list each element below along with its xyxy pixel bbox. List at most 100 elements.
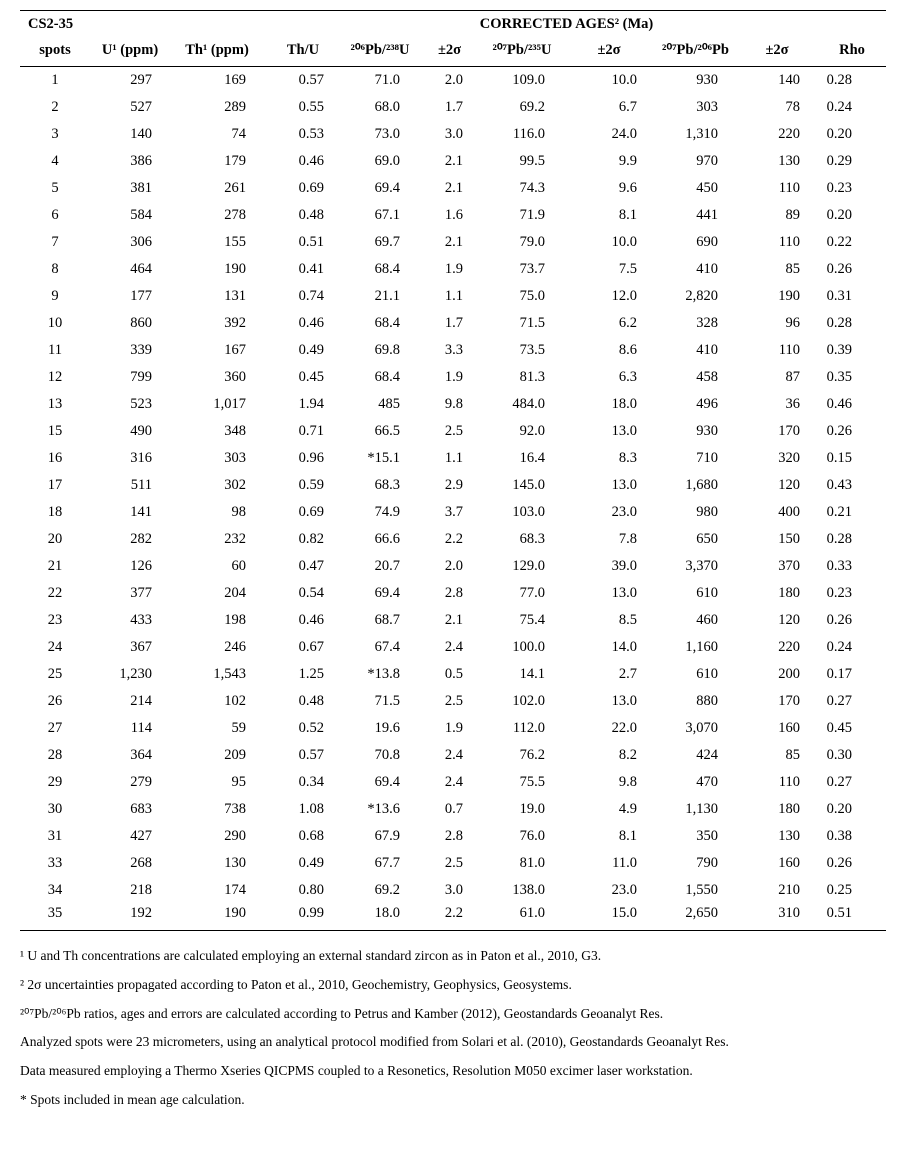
cell-rho: 0.35	[826, 368, 853, 385]
col-header-2sigma-a: ±2σ	[418, 38, 481, 67]
table-row: 27 114 59 0.52 19.6 1.9 112.0 22.0 3,070…	[20, 715, 886, 742]
cell-th-u: 1.94	[298, 395, 324, 412]
cell-pb206-u238-age: *13.6	[367, 800, 400, 817]
table-row: 28 364 209 0.57 70.8 2.4 76.2 8.2 424 85…	[20, 742, 886, 769]
cell-th-ppm: 190	[170, 903, 264, 931]
cell-spot: 35	[20, 903, 90, 931]
cell-th-ppm: 261	[224, 179, 246, 196]
cell-th-ppm: 167	[224, 341, 246, 358]
cell-pb207-u235-age: 129.0	[512, 557, 545, 574]
cell-pb207-pb206-age: 3,070	[685, 719, 718, 736]
cell-2sigma-c: 110	[778, 773, 800, 790]
cell-pb206-u238-age: 18.0	[342, 903, 418, 931]
cell-pb207-u235-age: 116.0	[512, 125, 545, 142]
cell-spot: 15	[47, 422, 63, 439]
cell-th-ppm: 204	[224, 584, 246, 601]
cell-2sigma-a: 2.1	[444, 152, 463, 169]
cell-pb207-pb206-age: 3,370	[685, 557, 718, 574]
cell-pb206-u238-age: *15.1	[367, 449, 400, 466]
cell-2sigma-c: 220	[778, 125, 800, 142]
cell-2sigma-a: 2.5	[444, 422, 463, 439]
table-row: 3 140 74 0.53 73.0 3.0 116.0 24.0 1,310 …	[20, 121, 886, 148]
cell-spot: 26	[47, 692, 63, 709]
cell-spot: 18	[47, 503, 63, 520]
cell-2sigma-c: 78	[785, 98, 801, 115]
cell-pb207-u235-age: 81.0	[519, 854, 545, 871]
cell-th-u: 0.69	[298, 179, 324, 196]
cell-spot: 8	[51, 260, 59, 277]
cell-pb207-u235-age: 74.3	[519, 179, 545, 196]
cell-pb207-pb206-age: 650	[696, 530, 718, 547]
cell-2sigma-a: 2.2	[418, 903, 481, 931]
table-row: 5 381 261 0.69 69.4 2.1 74.3 9.6 450 110…	[20, 175, 886, 202]
cell-th-ppm: 60	[231, 557, 247, 574]
cell-u-ppm: 114	[130, 719, 152, 736]
cell-2sigma-a: 2.1	[444, 179, 463, 196]
cell-rho: 0.22	[826, 233, 853, 250]
cell-th-ppm: 246	[224, 638, 246, 655]
cell-pb207-u235-age: 484.0	[512, 395, 545, 412]
cell-2sigma-c: 200	[778, 665, 800, 682]
cell-th-ppm: 289	[224, 98, 246, 115]
cell-rho: 0.29	[826, 152, 853, 169]
cell-th-ppm: 1,017	[213, 395, 246, 412]
cell-2sigma-c: 210	[778, 881, 800, 898]
cell-2sigma-a: 9.8	[444, 395, 463, 412]
header-row-top: CS2-35 CORRECTED AGES² (Ma)	[20, 11, 886, 39]
cell-u-ppm: 192	[90, 903, 170, 931]
cell-rho: 0.26	[826, 260, 853, 277]
cell-2sigma-a: 1.9	[444, 719, 463, 736]
cell-2sigma-b: 8.3	[618, 449, 637, 466]
cell-pb207-pb206-age: 450	[696, 179, 718, 196]
cell-2sigma-a: 1.1	[444, 287, 463, 304]
cell-th-u: 0.41	[298, 260, 324, 277]
footnote: ²⁰⁷Pb/²⁰⁶Pb ratios, ages and errors are …	[20, 1005, 664, 1021]
cell-rho: 0.24	[826, 98, 853, 115]
cell-pb206-u238-age: 67.4	[374, 638, 400, 655]
cell-th-ppm: 74	[231, 125, 247, 142]
table-body: 1 297 169 0.57 71.0 2.0 109.0 10.0 930 1…	[20, 67, 887, 931]
cell-u-ppm: 523	[130, 395, 152, 412]
cell-pb207-u235-age: 138.0	[512, 881, 545, 898]
cell-pb207-u235-age: 76.2	[519, 746, 545, 763]
cell-th-u: 0.69	[298, 503, 324, 520]
cell-u-ppm: 214	[130, 692, 152, 709]
cell-2sigma-a: 1.9	[444, 368, 463, 385]
cell-2sigma-b: 12.0	[611, 287, 637, 304]
cell-2sigma-b: 8.6	[618, 341, 637, 358]
cell-2sigma-b: 13.0	[611, 422, 637, 439]
cell-rho: 0.26	[826, 611, 853, 628]
cell-spot: 20	[47, 530, 63, 547]
cell-2sigma-b: 13.0	[611, 692, 637, 709]
cell-spot: 17	[47, 476, 63, 493]
cell-pb207-u235-age: 76.0	[519, 827, 545, 844]
cell-u-ppm: 433	[130, 611, 152, 628]
cell-pb207-u235-age: 75.5	[519, 773, 545, 790]
cell-pb206-u238-age: 69.7	[374, 233, 400, 250]
cell-2sigma-b: 8.2	[618, 746, 637, 763]
cell-pb207-u235-age: 71.5	[519, 314, 545, 331]
cell-pb206-u238-age: 485	[378, 395, 400, 412]
cell-2sigma-c: 140	[778, 71, 800, 88]
cell-2sigma-c: 150	[778, 530, 800, 547]
cell-pb206-u238-age: 69.2	[374, 881, 400, 898]
cell-pb206-u238-age: 68.0	[374, 98, 400, 115]
cell-pb207-u235-age: 16.4	[519, 449, 545, 466]
col-header-pb207-u235: ²⁰⁷Pb/²³⁵U	[481, 38, 563, 67]
cell-pb207-u235-age: 71.9	[519, 206, 545, 223]
cell-2sigma-c: 110	[778, 341, 800, 358]
cell-pb206-u238-age: 69.4	[374, 179, 400, 196]
cell-rho: 0.39	[826, 341, 853, 358]
cell-spot: 5	[51, 179, 59, 196]
cell-2sigma-c: 120	[778, 476, 800, 493]
cell-u-ppm: 464	[130, 260, 152, 277]
table-row: 13 523 1,017 1.94 485 9.8 484.0 18.0 496…	[20, 391, 886, 418]
cell-2sigma-b: 11.0	[612, 854, 637, 871]
table-row: 20 282 232 0.82 66.6 2.2 68.3 7.8 650 15…	[20, 526, 886, 553]
cell-2sigma-c: 85	[785, 260, 801, 277]
cell-2sigma-a: 2.9	[444, 476, 463, 493]
cell-u-ppm: 427	[130, 827, 152, 844]
table-row: 29 279 95 0.34 69.4 2.4 75.5 9.8 470 110…	[20, 769, 886, 796]
cell-pb207-pb206-age: 930	[696, 422, 718, 439]
cell-u-ppm: 339	[130, 341, 152, 358]
